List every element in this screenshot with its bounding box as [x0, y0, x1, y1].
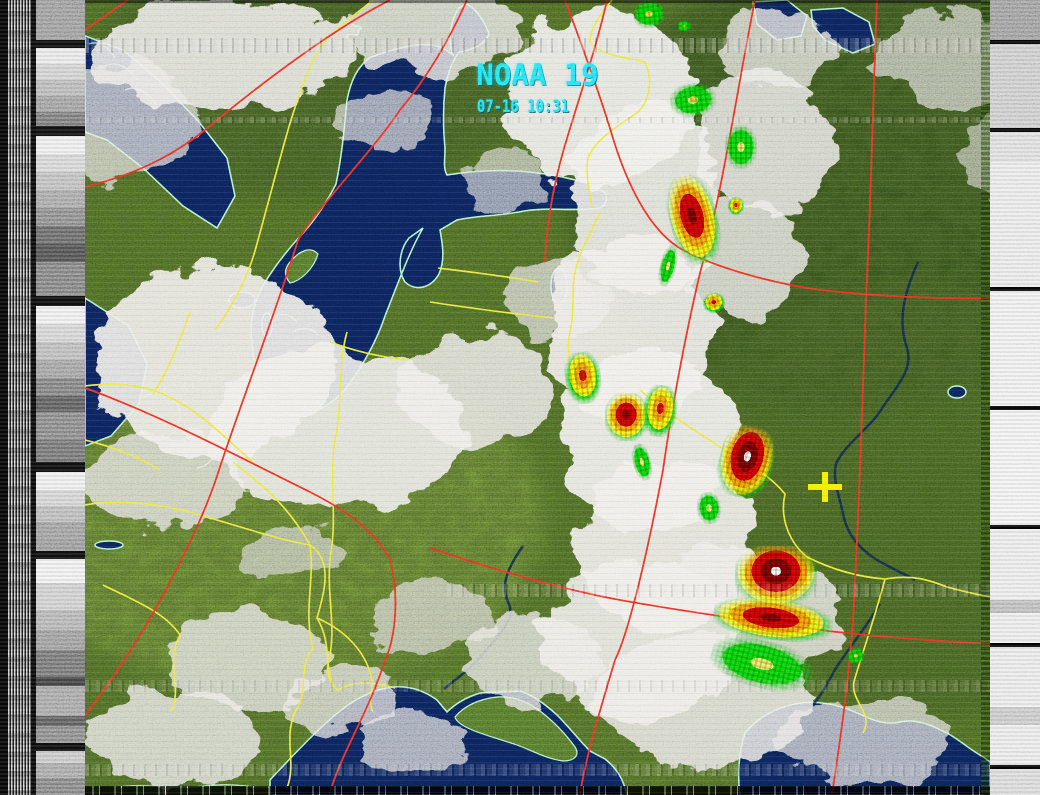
satellite-name-label: NOAA 19: [476, 58, 599, 92]
small-lake-west: [94, 540, 124, 550]
telemetry-bar-left: [0, 0, 85, 795]
telemetry-wedges-left: [36, 0, 85, 795]
timestamp-label: 07-16 10:31: [476, 97, 570, 117]
telemetry-wedges-right: [990, 0, 1040, 795]
satellite-image: NOAA 19 07-16 10:31: [85, 0, 990, 795]
sync-train-column: [8, 0, 31, 795]
left-black-margin: [0, 0, 8, 795]
telemetry-smudge-1: [990, 600, 1040, 613]
small-lake-east: [947, 385, 967, 399]
map-canvas: [85, 0, 990, 795]
telemetry-smudge-2: [990, 707, 1040, 725]
telemetry-bar-right: [990, 0, 1040, 795]
